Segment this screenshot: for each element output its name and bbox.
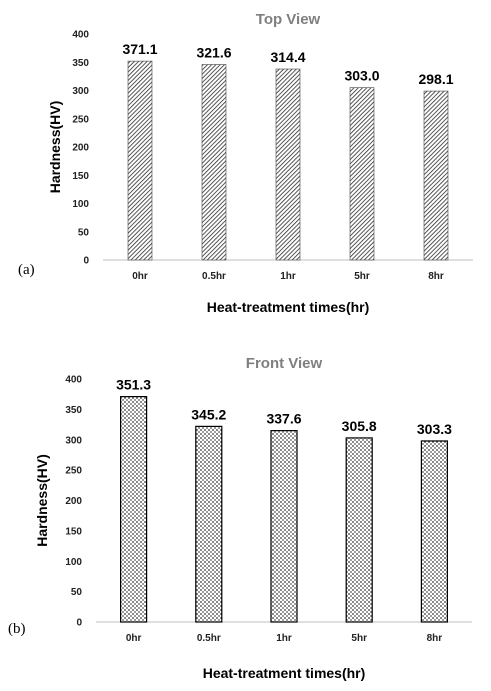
x-tick-label: 0hr (126, 633, 142, 644)
bar (345, 437, 373, 623)
x-tick-label: 1hr (276, 633, 292, 644)
y-tick-label: 300 (65, 435, 82, 446)
y-tick-label: 250 (72, 114, 89, 125)
x-tick-label: 8hr (428, 271, 444, 282)
bar-chart-top-view: Top View 0 50 100 150 200 250 300 350 400 371.1 0hr… (47, 11, 473, 315)
y-tick-label: 400 (72, 30, 89, 41)
chart-panel-top-view: (a) Top View 0 50 100 150 200 250 300 350 400 371.… (0, 0, 491, 330)
x-tick-label: 5hr (354, 271, 370, 282)
x-tick-label: 1hr (280, 271, 296, 282)
y-tick-label: 350 (72, 58, 89, 69)
x-axis-label: Heat-treatment times(hr) (203, 665, 366, 681)
data-label: 337.6 (266, 411, 301, 427)
chart-title: Front View (246, 355, 323, 372)
y-tick-label: 200 (65, 496, 82, 507)
data-label: 371.1 (122, 41, 157, 57)
y-axis-label: Hardness(HV) (34, 454, 50, 547)
data-label: 321.6 (196, 45, 231, 61)
y-tick-label: 150 (65, 526, 82, 537)
chart-title: Top View (256, 11, 321, 28)
x-tick-label: 8hr (427, 633, 443, 644)
data-label: 303.0 (344, 68, 379, 84)
y-tick-label: 200 (72, 143, 89, 154)
chart-panel-front-view: (b) Front View 0 50 100 150 200 250 300 350 400 35… (0, 345, 491, 691)
y-tick-label: 150 (72, 171, 89, 182)
bar-chart-front-view: Front View 0 50 100 150 200 250 300 350 400 351.3 0… (34, 355, 472, 681)
x-tick-label: 5hr (351, 633, 367, 644)
x-tick-label: 0.5hr (197, 633, 221, 644)
data-label: 305.8 (342, 418, 377, 434)
x-tick-label: 0hr (132, 271, 148, 282)
bar (420, 440, 448, 623)
y-tick-label: 0 (83, 256, 89, 267)
data-label: 314.4 (270, 49, 305, 65)
y-tick-label: 400 (65, 375, 82, 386)
bar (423, 90, 449, 261)
data-label: 351.3 (116, 377, 151, 393)
panel-label: (a) (18, 262, 35, 278)
bar (195, 425, 223, 623)
x-tick-label: 0.5hr (202, 271, 226, 282)
data-label: 303.3 (417, 421, 452, 437)
bar (127, 60, 153, 261)
bar (270, 430, 298, 623)
bar (201, 64, 227, 261)
y-tick-label: 250 (65, 466, 82, 477)
y-tick-label: 100 (65, 557, 82, 568)
bar (275, 68, 301, 261)
panel-label: (b) (8, 621, 26, 637)
y-tick-label: 350 (65, 405, 82, 416)
y-tick-label: 0 (76, 618, 82, 629)
data-label: 345.2 (191, 406, 226, 422)
data-label: 298.1 (418, 71, 453, 87)
y-tick-label: 50 (71, 587, 83, 598)
y-axis-label: Hardness(HV) (47, 101, 63, 194)
bar (349, 87, 375, 261)
y-tick-label: 50 (78, 227, 90, 238)
x-axis-label: Heat-treatment times(hr) (207, 299, 370, 315)
y-tick-label: 300 (72, 86, 89, 97)
y-tick-label: 100 (72, 199, 89, 210)
bar (119, 396, 148, 623)
